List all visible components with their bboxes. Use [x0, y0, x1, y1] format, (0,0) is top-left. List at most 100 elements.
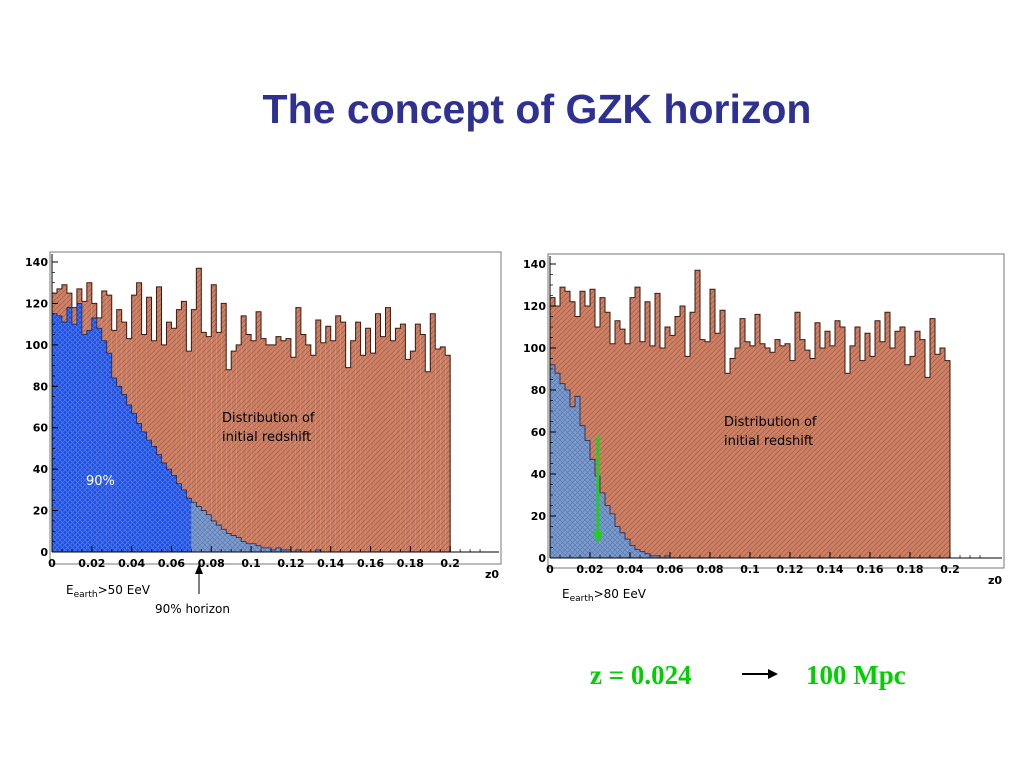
- initial-bar: [266, 344, 271, 552]
- initial-bar: [700, 339, 705, 558]
- survivor-bar: [271, 549, 276, 552]
- survivor-bars-left: [51, 303, 451, 553]
- survivor-bar: [106, 353, 112, 552]
- initial-bar: [695, 270, 700, 558]
- initial-bar: [136, 282, 142, 552]
- initial-bar: [890, 348, 895, 558]
- x-tick-label: 0.08: [198, 557, 225, 570]
- distribution-label-line1: Distribution of: [222, 411, 315, 426]
- survivor-bar: [161, 462, 167, 552]
- initial-bar: [630, 297, 635, 558]
- distribution-label-line2-right: initial redshift: [724, 434, 813, 449]
- y-tick-label: 0: [40, 546, 48, 559]
- x-tick-label: 0.1: [241, 557, 261, 570]
- initial-bar: [290, 357, 296, 552]
- initial-bar: [770, 352, 775, 558]
- x-tick-label: 0.12: [776, 563, 803, 576]
- survivor-bar: [151, 446, 157, 552]
- initial-outline: [51, 267, 451, 552]
- initial-bar: [780, 345, 785, 558]
- energy-cut-label-left: Eearth>50 EeV: [66, 583, 151, 600]
- initial-bar: [435, 349, 441, 552]
- initial-bar: [196, 268, 202, 552]
- survivor-bar: [206, 514, 212, 552]
- initial-bar: [365, 328, 371, 552]
- initial-bar: [885, 312, 890, 558]
- horizon-arrow-up: [195, 564, 203, 594]
- x-tick-label: 0.14: [317, 557, 344, 570]
- survivor-bar: [71, 324, 77, 552]
- conversion-arrow-icon: [742, 669, 778, 679]
- x-tick-label: 0.14: [816, 563, 843, 576]
- initial-outline: [549, 269, 951, 558]
- survivor-bar: [550, 364, 555, 558]
- initial-bar: [675, 316, 680, 558]
- survivor-bar: [236, 537, 242, 552]
- initial-bar: [665, 327, 670, 558]
- y-tick-label: 20: [33, 505, 49, 518]
- survivor-bar: [111, 378, 117, 552]
- survivor-bar: [66, 307, 72, 552]
- survivor-bar: [590, 459, 595, 558]
- survivor-bar: [146, 440, 152, 552]
- survivor-bar: [91, 317, 97, 552]
- survivor-bar: [555, 373, 560, 558]
- initial-bar: [800, 339, 805, 558]
- survivor-bar: [570, 406, 575, 558]
- survivor-bar: [605, 505, 610, 558]
- distance-value: 100 Mpc: [806, 660, 906, 690]
- survivor-bar: [560, 383, 565, 558]
- initial-bar: [875, 320, 880, 558]
- y-tick-label: 40: [531, 468, 547, 481]
- initial-bar: [580, 291, 585, 558]
- y-tick-label: 140: [25, 256, 48, 269]
- initial-bar: [870, 356, 875, 558]
- y-tick-label: 100: [523, 342, 546, 355]
- survivor-bar: [261, 547, 267, 552]
- initial-bar: [275, 336, 281, 552]
- initial-bar: [750, 345, 755, 558]
- initial-bar: [715, 333, 720, 558]
- initial-bar: [285, 338, 291, 552]
- survivor-bar: [226, 533, 232, 552]
- initial-bar: [385, 307, 391, 552]
- initial-bar: [670, 335, 675, 558]
- initial-bar: [640, 341, 645, 558]
- initial-bar: [330, 340, 336, 552]
- initial-bar: [880, 341, 885, 558]
- survivor-bar: [76, 303, 82, 552]
- initial-bar: [790, 360, 795, 558]
- initial-bar: [280, 340, 286, 552]
- x-tick-label: 0: [546, 563, 554, 576]
- survivor-bar: [565, 390, 570, 558]
- initial-bar: [236, 344, 242, 552]
- survivor-bar: [136, 423, 142, 552]
- initial-bar: [915, 331, 920, 558]
- survivor-bar: [600, 492, 605, 558]
- x-tick-label: 0.12: [277, 557, 304, 570]
- initial-bar: [660, 348, 665, 558]
- survivor-bar: [635, 549, 640, 558]
- survivor-bar: [52, 313, 57, 552]
- initial-bar: [350, 340, 356, 552]
- initial-bar: [310, 355, 316, 552]
- initial-bar: [655, 293, 660, 558]
- initial-bar: [755, 314, 760, 558]
- initial-bar: [340, 322, 346, 552]
- initial-bar: [940, 348, 945, 558]
- initial-bar: [221, 303, 227, 552]
- initial-bar: [246, 334, 252, 552]
- initial-bar: [211, 284, 217, 552]
- survivor-bar: [620, 532, 625, 558]
- x-tick-label: 0.1: [740, 563, 760, 576]
- x-tick-label: 0.2: [440, 557, 460, 570]
- survivor-bar: [585, 440, 590, 558]
- initial-bar: [610, 343, 615, 558]
- horizon-label: 90% horizon: [155, 602, 230, 616]
- survivor-bar: [251, 543, 257, 552]
- initial-bar: [410, 351, 416, 552]
- initial-bar: [161, 344, 167, 552]
- initial-bar: [256, 311, 262, 552]
- survivor-bar: [625, 539, 630, 558]
